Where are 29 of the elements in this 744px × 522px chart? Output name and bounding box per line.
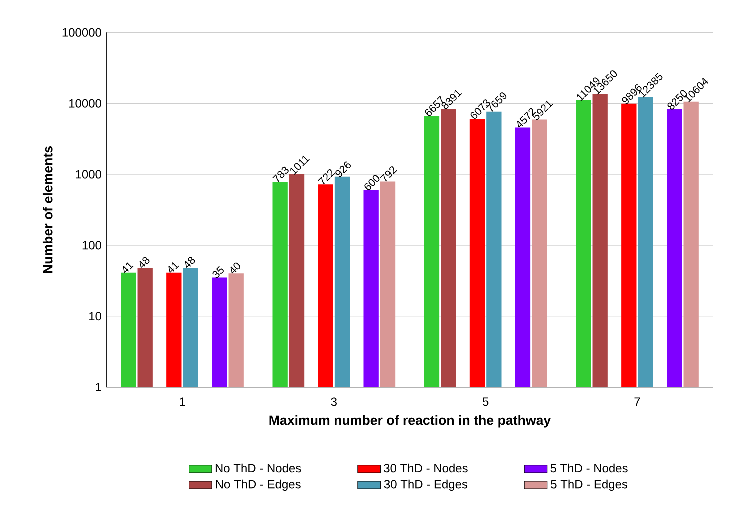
y-tick-label: 1000 xyxy=(76,170,102,179)
y-axis-title: Number of elements xyxy=(42,146,53,274)
y-tick-label: 10 xyxy=(90,312,102,321)
y-tick-label: 100 xyxy=(82,241,102,250)
y-tick-label: 10000 xyxy=(70,99,102,108)
x-tick-label: 5 xyxy=(482,398,489,406)
legend-label: 30 ThD - Nodes xyxy=(384,464,468,473)
data-label: 722 xyxy=(318,169,336,185)
data-label: 600 xyxy=(364,175,380,190)
x-tick-label: 1 xyxy=(180,398,186,406)
y-tick-label: 100000 xyxy=(62,28,102,37)
data-label: 40 xyxy=(230,262,241,274)
legend-label: 30 ThD - Edges xyxy=(384,480,468,492)
data-label: 35 xyxy=(212,266,224,278)
legend-label: No ThD - Edges xyxy=(216,480,301,492)
data-label: 783 xyxy=(272,166,289,182)
data-label: 41 xyxy=(123,262,134,274)
legend-label: 5 ThD - Nodes xyxy=(550,464,628,473)
data-label: 48 xyxy=(185,257,196,268)
data-label: 792 xyxy=(380,166,398,182)
y-tick-label: 1 xyxy=(96,383,102,392)
legend-label: 5 ThD - Edges xyxy=(551,480,628,492)
data-label: 48 xyxy=(140,257,150,268)
x-tick-label: 7 xyxy=(634,398,640,406)
data-label: 41 xyxy=(168,262,180,274)
data-label: 926 xyxy=(336,162,352,178)
legend-label: No ThD - Nodes xyxy=(216,464,302,473)
x-axis-title: Maximum number of reaction in the pathway xyxy=(270,415,552,428)
x-tick-label: 3 xyxy=(331,398,337,406)
